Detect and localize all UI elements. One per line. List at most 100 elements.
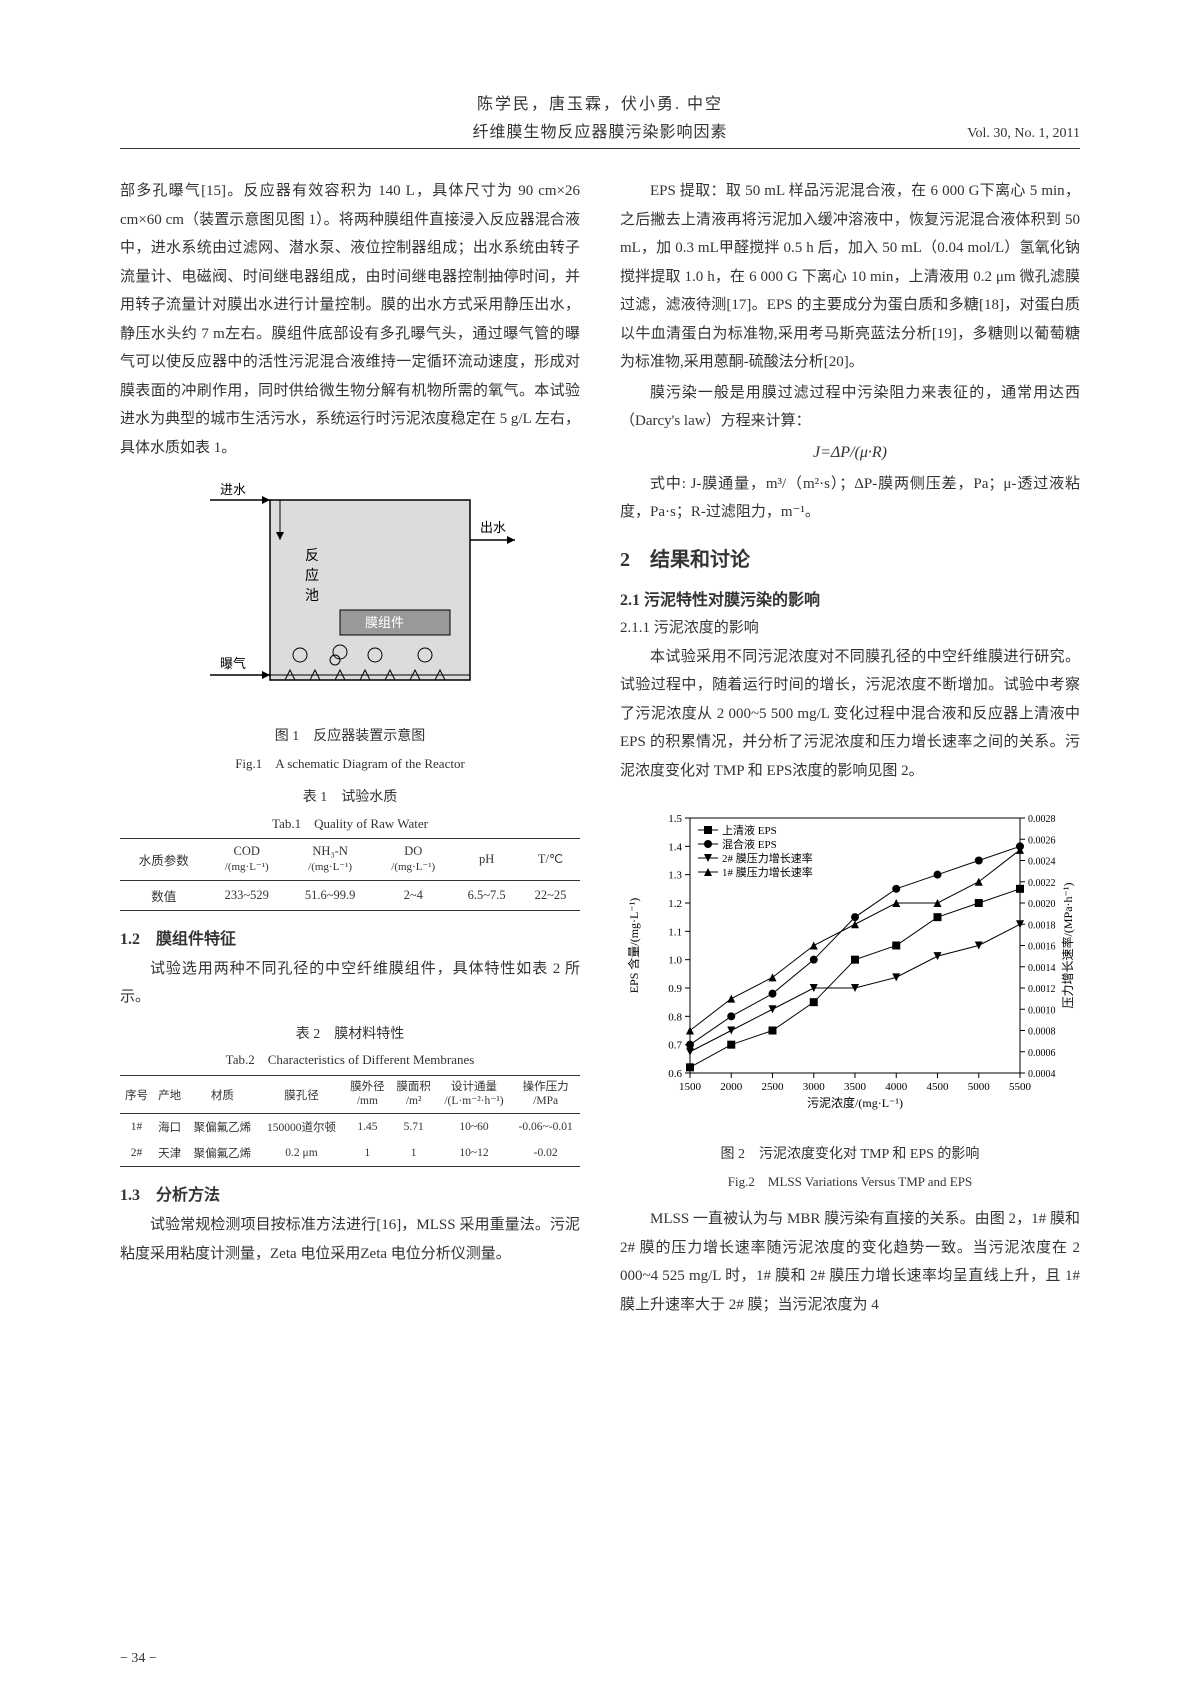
svg-text:0.0020: 0.0020 xyxy=(1028,899,1056,910)
heading-2-1-1: 2.1.1 污泥浓度的影响 xyxy=(620,616,1080,637)
t2h2: 材质 xyxy=(186,1075,258,1114)
label-reactor-2: 应 xyxy=(305,567,319,584)
svg-text:0.0022: 0.0022 xyxy=(1028,878,1056,889)
t2h7: 操作压力/MPa xyxy=(511,1075,580,1114)
tab2-caption-en: Tab.2 Characteristics of Different Membr… xyxy=(120,1050,580,1071)
svg-text:1.5: 1.5 xyxy=(668,813,682,825)
label-outflow: 出水 xyxy=(480,520,506,535)
table-1: 水质参数 COD/(mg·L⁻¹) NH₃-N/(mg·L⁻¹) DO/(mg·… xyxy=(120,838,580,910)
svg-text:1500: 1500 xyxy=(679,1081,702,1093)
tab1-c2: 2~4 xyxy=(374,880,452,910)
tab1-row-label: 数值 xyxy=(120,880,207,910)
svg-text:EPS 含量/(mg·L⁻¹): EPS 含量/(mg·L⁻¹) xyxy=(626,898,641,994)
svg-text:4500: 4500 xyxy=(927,1081,950,1093)
tab1-c4: 22~25 xyxy=(521,880,580,910)
heading-2: 2 结果和讨论 xyxy=(620,543,1080,572)
t2h3: 膜孔径 xyxy=(259,1075,345,1114)
tab1-h3: DO/(mg·L⁻¹) xyxy=(374,839,452,880)
svg-text:1# 膜压力增长速率: 1# 膜压力增长速率 xyxy=(722,865,813,879)
tab1-c3: 6.5~7.5 xyxy=(452,880,521,910)
tab1-h5: T/℃ xyxy=(521,839,580,880)
t2h6: 设计通量/(L·m⁻²·h⁻¹) xyxy=(437,1075,512,1114)
svg-text:0.0012: 0.0012 xyxy=(1028,984,1056,995)
svg-text:2000: 2000 xyxy=(720,1081,743,1093)
svg-text:1.2: 1.2 xyxy=(668,898,682,910)
svg-text:0.0004: 0.0004 xyxy=(1028,1069,1056,1080)
label-inflow: 进水 xyxy=(220,482,246,497)
svg-text:0.8: 0.8 xyxy=(668,1011,682,1023)
svg-text:1.0: 1.0 xyxy=(668,955,682,967)
svg-text:0.0006: 0.0006 xyxy=(1028,1048,1056,1059)
t2h1: 产地 xyxy=(153,1075,186,1114)
svg-text:0.0014: 0.0014 xyxy=(1028,963,1056,974)
header-volume: Vol. 30, No. 1, 2011 xyxy=(967,126,1080,142)
reactor-diagram: 进水 出水 反 应 池 膜组件 xyxy=(170,480,530,720)
svg-text:0.0010: 0.0010 xyxy=(1028,1005,1056,1016)
svg-text:5500: 5500 xyxy=(1009,1081,1032,1093)
svg-text:上清液 EPS: 上清液 EPS xyxy=(722,823,777,837)
figure-2: 1500 2000 2500 3000 3500 4000 4500 5000 5500 0.6 0… xyxy=(620,803,1080,1193)
para-1-3: 试验常规检测项目按标准方法进行[16]，MLSS 采用重量法。污泥粘度采用粘度计… xyxy=(120,1211,580,1268)
svg-text:5000: 5000 xyxy=(968,1081,991,1093)
svg-text:0.7: 0.7 xyxy=(668,1040,682,1052)
header-title: 纤维膜生物反应器膜污染影响因素 xyxy=(120,118,1080,142)
label-aeration: 曝气 xyxy=(220,656,246,671)
svg-text:1.1: 1.1 xyxy=(668,926,682,938)
label-reactor-3: 池 xyxy=(305,588,319,604)
para-1-2: 试验选用两种不同孔径的中空纤维膜组件，具体特性如表 2 所示。 xyxy=(120,955,580,1012)
svg-text:3500: 3500 xyxy=(844,1081,867,1093)
tab2-caption-cn: 表 2 膜材料特性 xyxy=(120,1024,580,1046)
svg-text:污泥浓度/(mg·L⁻¹): 污泥浓度/(mg·L⁻¹) xyxy=(807,1095,903,1110)
heading-1-2: 1.2 膜组件特征 xyxy=(120,925,580,949)
svg-text:压力增长速率/(MPa·h⁻¹): 压力增长速率/(MPa·h⁻¹) xyxy=(1060,883,1075,1009)
fig1-caption-cn: 图 1 反应器装置示意图 xyxy=(120,726,580,748)
para-darcy: 膜污染一般是用膜过滤过程中污染阻力来表征的，通常用达西（Darcy's law）… xyxy=(620,379,1080,436)
right-column: EPS 提取：取 50 mL 样品污泥混合液，在 6 000 G下离心 5 mi… xyxy=(620,177,1080,1321)
fig2-caption-cn: 图 2 污泥浓度变化对 TMP 和 EPS 的影响 xyxy=(620,1144,1080,1166)
para-2-1-1: 本试验采用不同污泥浓度对不同膜孔径的中空纤维膜进行研究。试验过程中，随着运行时间… xyxy=(620,643,1080,786)
para-eps: EPS 提取：取 50 mL 样品污泥混合液，在 6 000 G下离心 5 mi… xyxy=(620,177,1080,377)
svg-text:0.9: 0.9 xyxy=(668,983,682,995)
svg-text:0.0008: 0.0008 xyxy=(1028,1027,1056,1038)
para-mlss: MLSS 一直被认为与 MBR 膜污染有直接的关系。由图 2，1# 膜和 2# … xyxy=(620,1205,1080,1319)
svg-text:0.6: 0.6 xyxy=(668,1068,682,1080)
label-reactor-1: 反 xyxy=(305,548,319,564)
page-number: − 34 − xyxy=(120,1651,157,1667)
left-column: 部多孔曝气[15]。反应器有效容积为 140 L，具体尺寸为 90 cm×26 … xyxy=(120,177,580,1321)
tab1-h2: NH₃-N/(mg·L⁻¹) xyxy=(286,839,374,880)
tab1-c1: 51.6~99.9 xyxy=(286,880,374,910)
table-row: 1# 海口 聚偏氟乙烯 150000道尔顿 1.45 5.71 10~60 -0… xyxy=(120,1114,580,1141)
svg-text:1.4: 1.4 xyxy=(668,841,682,853)
t2h5: 膜面积/m² xyxy=(391,1075,437,1114)
chart-fig2: 1500 2000 2500 3000 3500 4000 4500 5000 5500 0.6 0… xyxy=(620,803,1080,1133)
header-authors: 陈学民，唐玉霖，伏小勇. 中空 xyxy=(120,90,1080,114)
svg-text:0.0018: 0.0018 xyxy=(1028,920,1056,931)
tab1-caption-cn: 表 1 试验水质 xyxy=(120,787,580,809)
two-column-layout: 部多孔曝气[15]。反应器有效容积为 140 L，具体尺寸为 90 cm×26 … xyxy=(120,177,1080,1321)
tab1-h0: 水质参数 xyxy=(120,839,207,880)
svg-text:0.0024: 0.0024 xyxy=(1028,857,1056,868)
left-para-1: 部多孔曝气[15]。反应器有效容积为 140 L，具体尺寸为 90 cm×26 … xyxy=(120,177,580,462)
fig1-caption-en: Fig.1 A schematic Diagram of the Reactor xyxy=(120,754,580,775)
tab1-h1: COD/(mg·L⁻¹) xyxy=(207,839,286,880)
svg-text:0.0028: 0.0028 xyxy=(1028,814,1056,825)
svg-text:混合液 EPS: 混合液 EPS xyxy=(722,837,777,851)
formula-darcy: J=ΔP/(μ·R) xyxy=(620,444,1080,462)
tab1-h4: pH xyxy=(452,839,521,880)
tab1-c0: 233~529 xyxy=(207,880,286,910)
para-formula-note: 式中: J-膜通量，m³/（m²·s）；ΔP-膜两侧压差，Pa；μ-透过液粘度，… xyxy=(620,470,1080,527)
table-2: 序号 产地 材质 膜孔径 膜外径/mm 膜面积/m² 设计通量/(L·m⁻²·h… xyxy=(120,1075,580,1168)
fig2-caption-en: Fig.2 MLSS Variations Versus TMP and EPS xyxy=(620,1172,1080,1193)
t2h0: 序号 xyxy=(120,1075,153,1114)
page-header: 陈学民，唐玉霖，伏小勇. 中空 纤维膜生物反应器膜污染影响因素 Vol. 30,… xyxy=(120,90,1080,149)
table-row: 2# 天津 聚偏氟乙烯 0.2 μm 1 1 10~12 -0.02 xyxy=(120,1140,580,1167)
label-membrane: 膜组件 xyxy=(365,615,404,630)
figure-1: 进水 出水 反 应 池 膜组件 xyxy=(120,480,580,775)
t2h4: 膜外径/mm xyxy=(344,1075,390,1114)
svg-text:4000: 4000 xyxy=(885,1081,908,1093)
svg-text:2500: 2500 xyxy=(762,1081,785,1093)
tab1-caption-en: Tab.1 Quality of Raw Water xyxy=(120,814,580,835)
svg-text:2# 膜压力增长速率: 2# 膜压力增长速率 xyxy=(722,851,813,865)
svg-text:1.3: 1.3 xyxy=(668,870,682,882)
svg-text:3000: 3000 xyxy=(803,1081,826,1093)
